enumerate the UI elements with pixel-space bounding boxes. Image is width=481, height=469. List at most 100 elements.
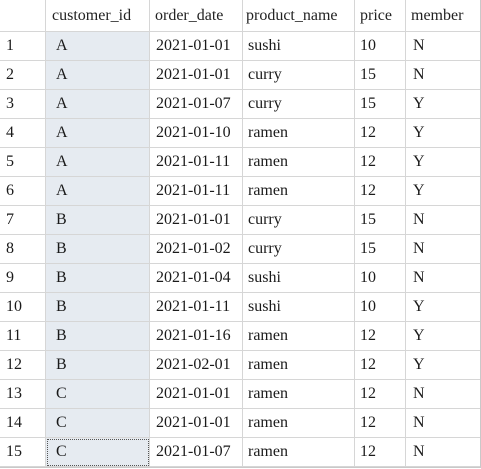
member-cell[interactable]: N [406, 380, 480, 409]
product-name-cell[interactable]: ramen [243, 380, 355, 409]
member-cell[interactable]: N [406, 264, 480, 293]
price-cell[interactable]: 15 [355, 90, 406, 119]
table-row[interactable]: 11 B 2021-01-16 ramen 12 Y [0, 322, 480, 351]
price-cell[interactable]: 12 [355, 177, 406, 206]
product-name-cell[interactable]: sushi [243, 293, 355, 322]
member-cell[interactable]: Y [406, 119, 480, 148]
table-row[interactable]: 13 C 2021-01-01 ramen 12 N [0, 380, 480, 409]
column-header-customer-id[interactable]: customer_id [46, 0, 150, 32]
row-number-header[interactable] [0, 0, 46, 32]
order-date-cell[interactable]: 2021-01-11 [150, 148, 243, 177]
member-cell[interactable]: N [406, 409, 480, 438]
table-row[interactable]: 9 B 2021-01-04 sushi 10 N [0, 264, 480, 293]
table-row[interactable]: 6 A 2021-01-11 ramen 12 Y [0, 177, 480, 206]
product-name-cell[interactable]: sushi [243, 264, 355, 293]
member-cell[interactable]: Y [406, 148, 480, 177]
row-number-cell[interactable]: 5 [0, 148, 46, 177]
column-header-member[interactable]: member [406, 0, 480, 32]
price-cell[interactable]: 15 [355, 61, 406, 90]
table-row[interactable]: 12 B 2021-02-01 ramen 12 Y [0, 351, 480, 380]
product-name-cell[interactable]: ramen [243, 119, 355, 148]
customer-id-cell[interactable]: C [46, 438, 150, 467]
price-cell[interactable]: 12 [355, 119, 406, 148]
order-date-cell[interactable]: 2021-01-16 [150, 322, 243, 351]
price-cell[interactable]: 15 [355, 235, 406, 264]
member-cell[interactable]: N [406, 235, 480, 264]
customer-id-cell[interactable]: A [46, 119, 150, 148]
row-number-cell[interactable]: 4 [0, 119, 46, 148]
price-cell[interactable]: 12 [355, 351, 406, 380]
table-row[interactable]: 1 A 2021-01-01 sushi 10 N [0, 32, 480, 61]
order-date-cell[interactable]: 2021-01-02 [150, 235, 243, 264]
customer-id-cell[interactable]: C [46, 380, 150, 409]
table-row[interactable]: 2 A 2021-01-01 curry 15 N [0, 61, 480, 90]
row-number-cell[interactable]: 6 [0, 177, 46, 206]
customer-id-cell[interactable]: A [46, 148, 150, 177]
row-number-cell[interactable]: 12 [0, 351, 46, 380]
row-number-cell[interactable]: 14 [0, 409, 46, 438]
row-number-cell[interactable]: 2 [0, 61, 46, 90]
customer-id-cell[interactable]: A [46, 61, 150, 90]
product-name-cell[interactable]: curry [243, 61, 355, 90]
product-name-cell[interactable]: sushi [243, 32, 355, 61]
table-row[interactable]: 14 C 2021-01-01 ramen 12 N [0, 409, 480, 438]
price-cell[interactable]: 12 [355, 380, 406, 409]
order-date-cell[interactable]: 2021-01-04 [150, 264, 243, 293]
order-date-cell[interactable]: 2021-01-01 [150, 61, 243, 90]
order-date-cell[interactable]: 2021-01-11 [150, 293, 243, 322]
row-number-cell[interactable]: 3 [0, 90, 46, 119]
row-number-cell[interactable]: 10 [0, 293, 46, 322]
column-header-price[interactable]: price [355, 0, 406, 32]
price-cell[interactable]: 12 [355, 322, 406, 351]
product-name-cell[interactable]: ramen [243, 438, 355, 467]
customer-id-cell[interactable]: A [46, 177, 150, 206]
order-date-cell[interactable]: 2021-01-07 [150, 438, 243, 467]
customer-id-cell[interactable]: B [46, 293, 150, 322]
customer-id-cell[interactable]: C [46, 409, 150, 438]
customer-id-cell[interactable]: A [46, 90, 150, 119]
order-date-cell[interactable]: 2021-01-01 [150, 32, 243, 61]
order-date-cell[interactable]: 2021-01-01 [150, 206, 243, 235]
customer-id-cell[interactable]: B [46, 264, 150, 293]
customer-id-cell[interactable]: B [46, 351, 150, 380]
column-header-order-date[interactable]: order_date [150, 0, 243, 32]
row-number-cell[interactable]: 8 [0, 235, 46, 264]
table-row[interactable]: 8 B 2021-01-02 curry 15 N [0, 235, 480, 264]
price-cell[interactable]: 12 [355, 409, 406, 438]
row-number-cell[interactable]: 1 [0, 32, 46, 61]
member-cell[interactable]: Y [406, 177, 480, 206]
product-name-cell[interactable]: curry [243, 206, 355, 235]
table-row[interactable]: 7 B 2021-01-01 curry 15 N [0, 206, 480, 235]
price-cell[interactable]: 15 [355, 206, 406, 235]
table-row[interactable]: 15 C 2021-01-07 ramen 12 N [0, 438, 480, 467]
member-cell[interactable]: N [406, 438, 480, 467]
table-row[interactable]: 3 A 2021-01-07 curry 15 Y [0, 90, 480, 119]
product-name-cell[interactable]: curry [243, 90, 355, 119]
row-number-cell[interactable]: 11 [0, 322, 46, 351]
member-cell[interactable]: Y [406, 351, 480, 380]
member-cell[interactable]: Y [406, 322, 480, 351]
product-name-cell[interactable]: ramen [243, 177, 355, 206]
customer-id-cell[interactable]: B [46, 322, 150, 351]
member-cell[interactable]: Y [406, 90, 480, 119]
row-number-cell[interactable]: 7 [0, 206, 46, 235]
product-name-cell[interactable]: curry [243, 235, 355, 264]
order-date-cell[interactable]: 2021-01-10 [150, 119, 243, 148]
order-date-cell[interactable]: 2021-01-07 [150, 90, 243, 119]
member-cell[interactable]: N [406, 61, 480, 90]
order-date-cell[interactable]: 2021-01-01 [150, 380, 243, 409]
customer-id-cell[interactable]: B [46, 206, 150, 235]
price-cell[interactable]: 10 [355, 32, 406, 61]
row-number-cell[interactable]: 9 [0, 264, 46, 293]
row-number-cell[interactable]: 13 [0, 380, 46, 409]
member-cell[interactable]: N [406, 206, 480, 235]
order-date-cell[interactable]: 2021-01-01 [150, 409, 243, 438]
row-number-cell[interactable]: 15 [0, 438, 46, 467]
price-cell[interactable]: 10 [355, 264, 406, 293]
table-row[interactable]: 4 A 2021-01-10 ramen 12 Y [0, 119, 480, 148]
price-cell[interactable]: 10 [355, 293, 406, 322]
price-cell[interactable]: 12 [355, 438, 406, 467]
customer-id-cell[interactable]: A [46, 32, 150, 61]
member-cell[interactable]: Y [406, 293, 480, 322]
